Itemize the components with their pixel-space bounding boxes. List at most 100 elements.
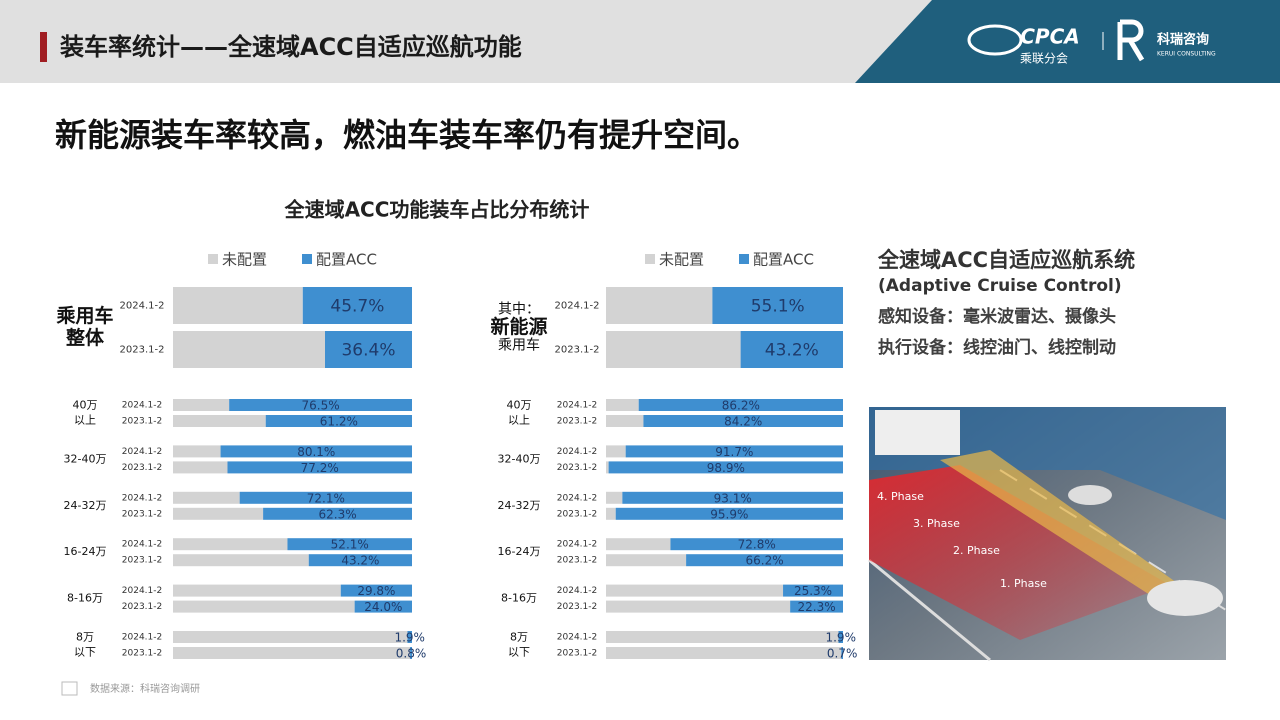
bar-segment [606,445,626,458]
source-icon [61,681,78,696]
data-label: 93.1% [714,491,752,505]
category-label: 2023.1-2 [122,649,162,659]
bar-segment [740,331,843,368]
bar-segment [173,600,355,613]
data-label: 98.9% [707,461,745,475]
bar-segment [302,287,412,324]
category-label: 2023.1-2 [122,509,162,519]
bar-segment [220,445,412,458]
group-label: 以下 [508,646,530,659]
lane-line [868,558,991,662]
group-label: 以上 [508,414,530,427]
data-label: 1.9% [825,631,856,645]
group-label: 24-32万 [64,499,107,512]
group-label: 乘用车 [498,337,540,354]
category-label: 2023.1-2 [122,602,162,612]
category-label: 2024.1-2 [122,493,162,503]
data-label: 55.1% [751,297,805,317]
bar-segment [643,415,843,427]
data-label: 43.2% [765,341,819,361]
panel-subtitle: (Adaptive Cruise Control) [878,276,1122,296]
group-label: 新能源 [490,315,547,338]
data-label: 76.5% [302,399,340,413]
bar-segment [606,631,839,643]
bar-segment [410,647,412,659]
category-label: 2024.1-2 [557,447,597,457]
data-label: 91.7% [715,445,753,459]
category-label: 2024.1-2 [122,586,162,596]
group-label: 32-40万 [64,452,107,465]
bar-segment [308,554,412,567]
bar-segment [265,415,412,427]
data-label: 84.2% [724,415,762,429]
panel-line: 执行设备：线控油门、线控制动 [878,337,1116,358]
bar-segment [407,631,412,643]
data-label: 52.1% [331,538,369,552]
bar-segment [173,554,309,567]
panel-line: 感知设备：毫米波雷达、摄像头 [878,306,1116,327]
bar-segment [173,399,230,411]
bar-segment [606,461,609,474]
data-label: 95.9% [710,507,748,521]
header-logo-band [855,0,1280,83]
source: 数据来源：科瑞咨询调研 [90,682,200,695]
category-label: 2024.1-2 [120,301,165,312]
data-label: 24.0% [364,600,402,614]
radar-beam [940,450,1180,595]
group-label: 32-40万 [498,452,541,465]
legend-swatch [739,254,749,264]
bar-segment [173,461,228,474]
category-label: 2024.1-2 [122,540,162,550]
group-label: 整体 [66,326,105,349]
category-label: 2023.1-2 [557,602,597,612]
bar-segment [263,507,412,520]
bar-segment [686,554,843,567]
charts: 未配置 配置ACC 2024.1-2 45.7% 2023.1-2 36.4% 2024.1… [55,251,857,661]
group-label: 乘用车 [55,304,113,327]
cpca-mark [967,24,1023,56]
group-label: 以上 [74,414,96,427]
bar-segment [606,331,741,368]
legend-swatch [208,254,218,264]
bar-segment [606,538,671,551]
data-label: 61.2% [320,415,358,429]
category-label: 2024.1-2 [557,586,597,596]
legend-label: 未配置 [659,251,704,269]
bar-segment [173,491,240,504]
bar-segment [606,507,616,520]
legend-swatch [645,254,655,264]
bar-segment [608,461,843,474]
car [1068,485,1112,505]
data-label: 66.2% [745,554,783,568]
bar-segment [173,445,221,458]
bar-segment [838,631,843,643]
data-label: 29.8% [357,584,395,598]
bar-segment [606,554,687,567]
legend-label: 未配置 [222,251,267,269]
headline: 新能源装车率较高，燃油车装车率仍有提升空间。 [55,116,759,154]
data-label: 0.7% [827,647,858,661]
bar-segment [606,399,639,411]
bar-segment [239,491,412,504]
cpca-logo: CPCA [1020,25,1080,49]
radar-cone [869,465,1170,640]
bar-segment [173,538,288,551]
data-label: 45.7% [330,297,384,317]
group-label: 16-24万 [64,545,107,558]
category-label: 2023.1-2 [557,509,597,519]
category-label: 2023.1-2 [557,556,597,566]
bar-segment [625,445,843,458]
category-label: 2024.1-2 [122,447,162,457]
category-label: 2023.1-2 [122,463,162,473]
category-label: 2023.1-2 [122,417,162,427]
data-label: 25.3% [794,584,832,598]
bar-segment [173,631,408,643]
legend-label: 配置ACC [316,251,377,269]
group-label: 8-16万 [501,592,537,605]
group-label: 40万 [73,399,98,412]
kerui-mark [1117,19,1145,62]
category-label: 2024.1-2 [122,401,162,411]
bar-segment [606,600,791,613]
